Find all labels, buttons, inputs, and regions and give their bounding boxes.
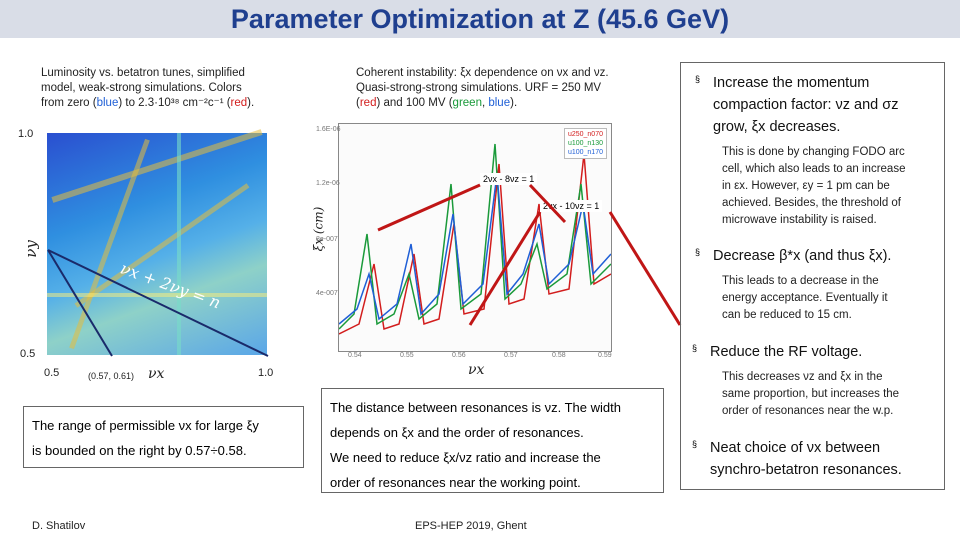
sub-line: energy acceptance. Eventually it [722,292,888,304]
cap-blue: blue [96,97,119,109]
right-bullets-box [680,62,945,490]
mid-note-line1: The distance between resonances is νz. T… [330,400,621,415]
sub-line: same proportion, but increases the [722,388,900,400]
bullet-3-line1: Reduce the RF voltage. [710,344,863,360]
footer-event: EPS-HEP 2019, Ghent [415,520,527,532]
cap-text: from zero ( [41,97,97,109]
mid-note-line3: We need to reduce ξx/νz ratio and increa… [330,450,601,465]
arrow-res2-b [608,211,682,326]
sub-line: order of resonances near the w.p. [722,405,894,417]
x-tick-2: 0.55 [400,352,414,359]
luminosity-heatmap [47,129,267,355]
y-tick-1: 1.6E-06 [316,126,341,133]
legend-item-red: u250_n070 [567,131,603,138]
bullet-1-line2: compaction factor: νz and σz [713,97,899,113]
cap-text: , [481,97,489,109]
bullet-3-sub: This decreases νz and ξx in the same pro… [722,369,937,420]
resonance-line [47,249,269,357]
cap-red: red [359,97,377,109]
sub-line: cell, which also leads to an increase [722,163,906,175]
bullet-2-line1: Decrease β*x (and thus ξx). [713,248,892,264]
cap-green: green [452,97,482,109]
y-tick-4: 4e-007 [316,290,338,297]
bullet-mark: § [692,343,698,353]
plot-legend: u250_n070 u100_n130 u100_n170 [563,128,607,159]
left-caption-line1: Luminosity vs. betatron tunes, simplifie… [41,67,245,79]
x-tick-1: 0.54 [348,352,362,359]
y-tick-3: 8e-007 [316,236,338,243]
bullet-1: § Increase the momentum compaction facto… [695,72,938,138]
bullet-mark: § [695,247,701,257]
left-plot-point: (0.57, 0.61) [88,371,135,381]
footer-author: D. Shatilov [32,520,86,532]
x-tick-5: 0.58 [552,352,566,359]
mid-caption-line2: Quasi-strong-strong simulations. URF = 2… [356,82,602,94]
left-caption: Luminosity vs. betatron tunes, simplifie… [41,66,291,111]
x-tick-4: 0.57 [504,352,518,359]
left-plot-x-label: νx [148,366,165,382]
left-plot-x-right: 1.0 [258,367,274,379]
cap-blue: blue [488,97,511,109]
x-tick-3: 0.56 [452,352,466,359]
resonance-label-8: 2νx - 8νz = 1 [480,173,538,185]
slide-title: Parameter Optimization at Z (45.6 GeV) [230,4,730,34]
left-plot-y-bottom: 0.5 [20,348,36,360]
cap-text: ). [247,97,255,109]
cap-text: ( [356,97,360,109]
left-plot-overlay [47,249,269,357]
bullet-2-sub: This leads to a decrease in the energy a… [722,273,937,324]
bullet-1-sub: This is done by changing FODO arc cell, … [722,144,937,229]
title-bar [0,0,960,38]
mid-plot-x-label: νx [468,362,485,378]
mid-note-line4: order of resonances near the working poi… [330,475,581,490]
legend-item-green: u100_n130 [567,140,603,147]
left-plot-x-left: 0.5 [44,367,60,379]
mid-note-box: The distance between resonances is νz. T… [321,388,664,493]
left-note-box: The range of permissible νx for large ξy… [23,406,304,468]
mid-caption-line3: (red) and 100 MV (green, blue). [356,96,656,111]
bullet-2: § Decrease β*x (and thus ξx). [695,245,938,267]
cap-text: ) and 100 MV ( [376,97,453,109]
mid-caption: Coherent instability: ξx dependence on ν… [356,66,656,111]
bullet-4-line2: synchro-betatron resonances. [710,462,902,478]
resonance-label-10: 2νx - 10νz = 1 [540,200,603,212]
bullet-1-line1: Increase the momentum [713,75,870,91]
sub-line: This is done by changing FODO arc [722,146,905,158]
left-note-line1: The range of permissible νx for large ξy [32,418,259,433]
bullet-4: § Neat choice of νx between synchro-beta… [692,437,938,481]
legend-item-blue: u100_n170 [567,149,603,156]
sub-line: This leads to a decrease in the [722,275,879,287]
bullet-4-line1: Neat choice of νx between [710,440,881,456]
xi-plot: u250_n070 u100_n130 u100_n170 [338,123,612,352]
left-plot-y-top: 1.0 [18,128,34,140]
sub-line: microwave instability is raised. [722,214,877,226]
sub-line: This decreases νz and ξx in the [722,371,883,383]
bullet-mark: § [695,74,701,84]
cap-text: ). [510,97,518,109]
sub-line: can be reduced to 15 cm. [722,309,852,321]
working-point-arrow [47,249,113,357]
y-tick-2: 1.2e-06 [316,180,340,187]
bullet-3: § Reduce the RF voltage. [692,341,935,363]
mid-note-line2: depends on ξx and the order of resonance… [330,425,584,440]
sub-line: achieved. Besides, the threshold of [722,197,902,209]
cap-red: red [230,97,248,109]
cap-text: ) to 2.3·10³⁸ cm⁻²c⁻¹ ( [118,97,231,109]
sub-line: in εx. However, εy = 1 pm can be [722,180,890,192]
bullet-1-line3: grow, ξx decreases. [713,119,841,135]
left-caption-line3: from zero (blue) to 2.3·10³⁸ cm⁻²c⁻¹ (re… [41,96,291,111]
mid-plot-y-label: ξx (cm) [311,206,326,252]
series-red [338,153,612,335]
left-note-line2: is bounded on the right by 0.57÷0.58. [32,443,247,458]
x-tick-6: 0.59 [598,352,612,359]
bullet-mark: § [692,439,698,449]
left-plot-y-label: νy [21,240,40,258]
left-caption-line2: model, weak-strong simulations. Colors [41,82,242,94]
mid-caption-line1: Coherent instability: ξx dependence on ν… [356,67,609,79]
